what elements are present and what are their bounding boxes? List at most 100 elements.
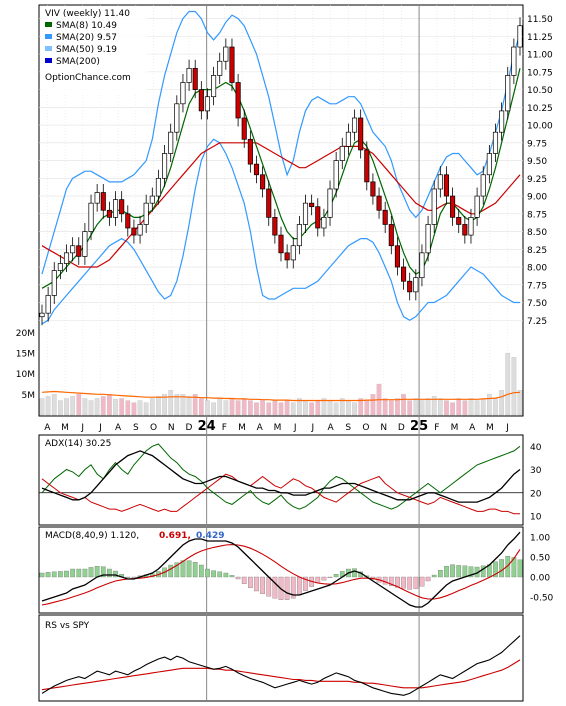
macd-histogram-bar	[462, 565, 468, 578]
macd-histogram-bar	[107, 568, 112, 578]
x-tick-label: M	[486, 423, 494, 433]
macd-histogram-bar	[437, 570, 443, 578]
macd-histogram-bar	[254, 576, 259, 592]
macd-histogram-bar	[333, 574, 339, 578]
volume-bar	[468, 398, 474, 416]
macd-histogram-bar	[284, 576, 290, 600]
macd-histogram-bar	[413, 576, 419, 589]
macd-histogram-bar	[180, 560, 186, 578]
candle-body	[57, 263, 63, 271]
volume-bar	[511, 357, 517, 416]
volume-bar	[480, 398, 486, 416]
symbol-label: VIV (weekly) 11.40	[45, 9, 130, 19]
macd-histogram-bar	[303, 576, 308, 591]
volume-bar	[156, 396, 161, 416]
price-tick-label: 8.25	[527, 246, 547, 256]
candle-body	[70, 245, 76, 254]
candle-body	[358, 117, 364, 151]
macd-histogram-bar	[290, 576, 296, 599]
candle-body	[253, 163, 260, 176]
price-tick-label: 9.00	[527, 193, 547, 203]
volume-bar	[297, 398, 302, 416]
candle-body	[229, 46, 235, 83]
macd-histogram-bar	[425, 576, 431, 582]
candle-body	[180, 82, 186, 105]
volume-bar	[499, 390, 504, 416]
x-tick-label: F	[222, 423, 227, 433]
adx-tick-label: 40	[530, 443, 542, 453]
price-tick-label: 9.25	[527, 175, 547, 185]
volume-bar	[382, 398, 388, 416]
volume-bar	[45, 396, 51, 416]
adx-panel-frame	[38, 434, 524, 526]
legend-swatch-sma20	[45, 34, 52, 39]
volume-bar	[407, 400, 413, 416]
x-tick-label: A	[44, 423, 51, 433]
volume-bar	[70, 396, 75, 416]
volume-bar	[278, 402, 284, 416]
candle-body	[119, 199, 125, 215]
candle-body	[492, 131, 499, 154]
legend-swatch-sma8	[45, 22, 52, 27]
volume-bar	[174, 394, 180, 416]
macd-tick-label: 0.00	[530, 574, 550, 584]
candle-body	[505, 75, 511, 112]
volume-bar	[211, 402, 216, 416]
macd-histogram-bar	[235, 576, 241, 580]
candle-body	[290, 245, 296, 261]
price-tick-label: 7.50	[527, 299, 547, 309]
candle-body	[131, 227, 137, 236]
macd-histogram-bar	[64, 570, 69, 578]
macd-tick-label: 0.50	[530, 554, 550, 564]
volume-tick-label: 20M	[16, 329, 35, 339]
legend: VIV (weekly) 11.40 SMA(8) 10.49 SMA(20) …	[41, 7, 147, 93]
macd-series	[39, 531, 523, 608]
volume-bar	[272, 400, 278, 416]
volume-bar	[82, 398, 88, 416]
adx-tick-label: 20	[530, 489, 542, 499]
axis-labels: 11.50 11.25 11.00 10.75 10.50 10.25 10.00 9.75 9…	[16, 15, 554, 603]
candle-body	[125, 213, 131, 229]
di-minus-line	[41, 473, 520, 515]
x-tick-label: J	[80, 423, 84, 433]
candle-body	[94, 192, 100, 204]
macd-tick-label: -0.50	[530, 594, 554, 604]
x-tick-label: N	[168, 423, 175, 433]
bollinger-lower-line	[41, 138, 520, 325]
volume-bar	[223, 400, 229, 416]
watermark: OptionChance.com	[45, 73, 131, 83]
price-tick-label: 9.75	[527, 139, 547, 149]
volume-bar	[94, 398, 100, 416]
macd-histogram-bar	[468, 566, 474, 578]
candle-body	[143, 202, 149, 225]
macd-histogram-bar	[186, 560, 192, 578]
candle-body	[88, 202, 94, 232]
volume-bar	[241, 398, 247, 416]
price-tick-label: 8.00	[527, 264, 547, 274]
x-tick-label: J	[311, 423, 315, 433]
macd-histogram-bar	[480, 565, 486, 578]
x-tick-label: 25	[410, 419, 428, 434]
candle-body	[333, 160, 339, 190]
candle-body	[186, 67, 192, 83]
x-tick-label: O	[362, 423, 369, 433]
adx-line	[41, 450, 521, 503]
macd-histogram-bar	[511, 557, 517, 578]
candle-body	[106, 209, 112, 218]
volume-bar	[137, 400, 143, 416]
volume-bar	[309, 402, 314, 416]
candle-body	[137, 224, 143, 236]
macd-line	[41, 531, 521, 608]
price-tick-label: 10.00	[527, 122, 553, 132]
macd-histogram-bar	[131, 576, 137, 578]
macd-histogram-bar	[499, 559, 504, 578]
sma50-line	[41, 142, 521, 268]
volume-bar	[180, 394, 186, 416]
candle-body	[382, 209, 388, 225]
candle-body	[278, 234, 284, 254]
candle-body	[456, 217, 462, 225]
volume-bars	[39, 352, 523, 416]
candle-body	[247, 138, 253, 165]
volume-bar	[290, 402, 296, 416]
